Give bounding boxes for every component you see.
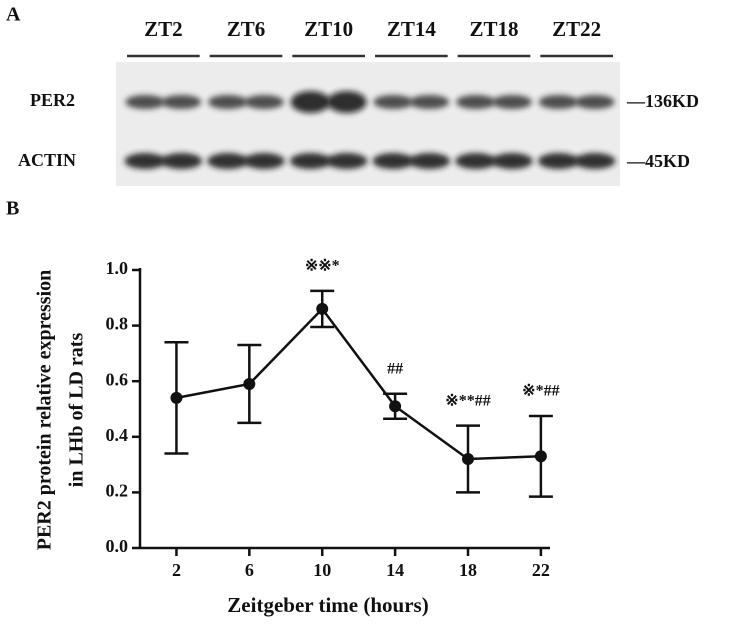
per2-band bbox=[538, 95, 579, 109]
size-label: —45KD bbox=[626, 151, 690, 171]
annotation: ## bbox=[387, 360, 403, 377]
annotation: ※**## bbox=[445, 392, 490, 409]
per2-band bbox=[207, 95, 248, 109]
per2-band bbox=[327, 91, 367, 113]
actin-band bbox=[491, 153, 533, 169]
point bbox=[534, 450, 547, 463]
actin-band bbox=[326, 153, 368, 169]
per2-band bbox=[455, 95, 496, 109]
annotation: ※※* bbox=[305, 258, 340, 275]
y-tick-label: 0.2 bbox=[106, 481, 129, 501]
per2-band bbox=[373, 95, 413, 109]
x-tick-label: 6 bbox=[245, 560, 254, 580]
lane-label: ZT18 bbox=[469, 17, 518, 41]
per2-band bbox=[125, 95, 165, 109]
per2-band bbox=[290, 91, 331, 113]
actin-band bbox=[455, 153, 497, 169]
y-tick-label: 0.4 bbox=[106, 425, 129, 445]
size-label: —136KD bbox=[626, 91, 699, 111]
lane-label: ZT22 bbox=[552, 17, 601, 41]
panel-label: B bbox=[6, 198, 19, 220]
y-tick-label: 0.6 bbox=[106, 369, 129, 389]
y-axis-label: PER2 protein relative expression bbox=[34, 270, 56, 551]
lane-label: ZT2 bbox=[144, 17, 183, 41]
actin-band bbox=[372, 153, 414, 169]
point bbox=[462, 453, 474, 466]
per2-band bbox=[161, 95, 202, 109]
x-tick-label: 2 bbox=[172, 560, 181, 580]
lane-label: ZT6 bbox=[227, 17, 266, 41]
x-tick-label: 18 bbox=[459, 560, 477, 580]
x-tick-label: 10 bbox=[313, 560, 331, 580]
point bbox=[170, 391, 183, 404]
lane-label: ZT14 bbox=[387, 17, 437, 41]
y-tick-label: 0.0 bbox=[106, 536, 129, 556]
actin-band bbox=[124, 153, 166, 169]
x-axis-label: Zeitgeber time (hours) bbox=[227, 593, 428, 617]
per2-band bbox=[492, 95, 533, 109]
actin-band bbox=[574, 153, 616, 169]
row-label: PER2 bbox=[30, 90, 75, 110]
y-tick-label: 0.8 bbox=[106, 314, 129, 334]
lane-label: ZT10 bbox=[304, 17, 353, 41]
point bbox=[389, 400, 402, 413]
actin-band bbox=[160, 153, 203, 169]
panel-label: A bbox=[6, 4, 21, 26]
x-tick-label: 22 bbox=[532, 560, 550, 580]
actin-band bbox=[243, 153, 285, 169]
actin-band bbox=[207, 153, 249, 169]
per2-band bbox=[409, 95, 450, 109]
y-axis-label: in LHb of LD rats bbox=[66, 333, 88, 488]
blot bbox=[116, 62, 620, 186]
x-tick-label: 14 bbox=[386, 560, 404, 580]
actin-band bbox=[408, 153, 451, 169]
point bbox=[243, 377, 256, 390]
y-tick-label: 1.0 bbox=[106, 258, 129, 278]
point bbox=[316, 302, 329, 315]
actin-band bbox=[289, 153, 332, 169]
per2-band bbox=[575, 95, 615, 109]
line bbox=[176, 306, 541, 461]
annotation: ※*## bbox=[522, 383, 559, 400]
actin-band bbox=[537, 153, 580, 169]
row-label: ACTIN bbox=[18, 150, 76, 170]
per2-band bbox=[244, 95, 285, 109]
